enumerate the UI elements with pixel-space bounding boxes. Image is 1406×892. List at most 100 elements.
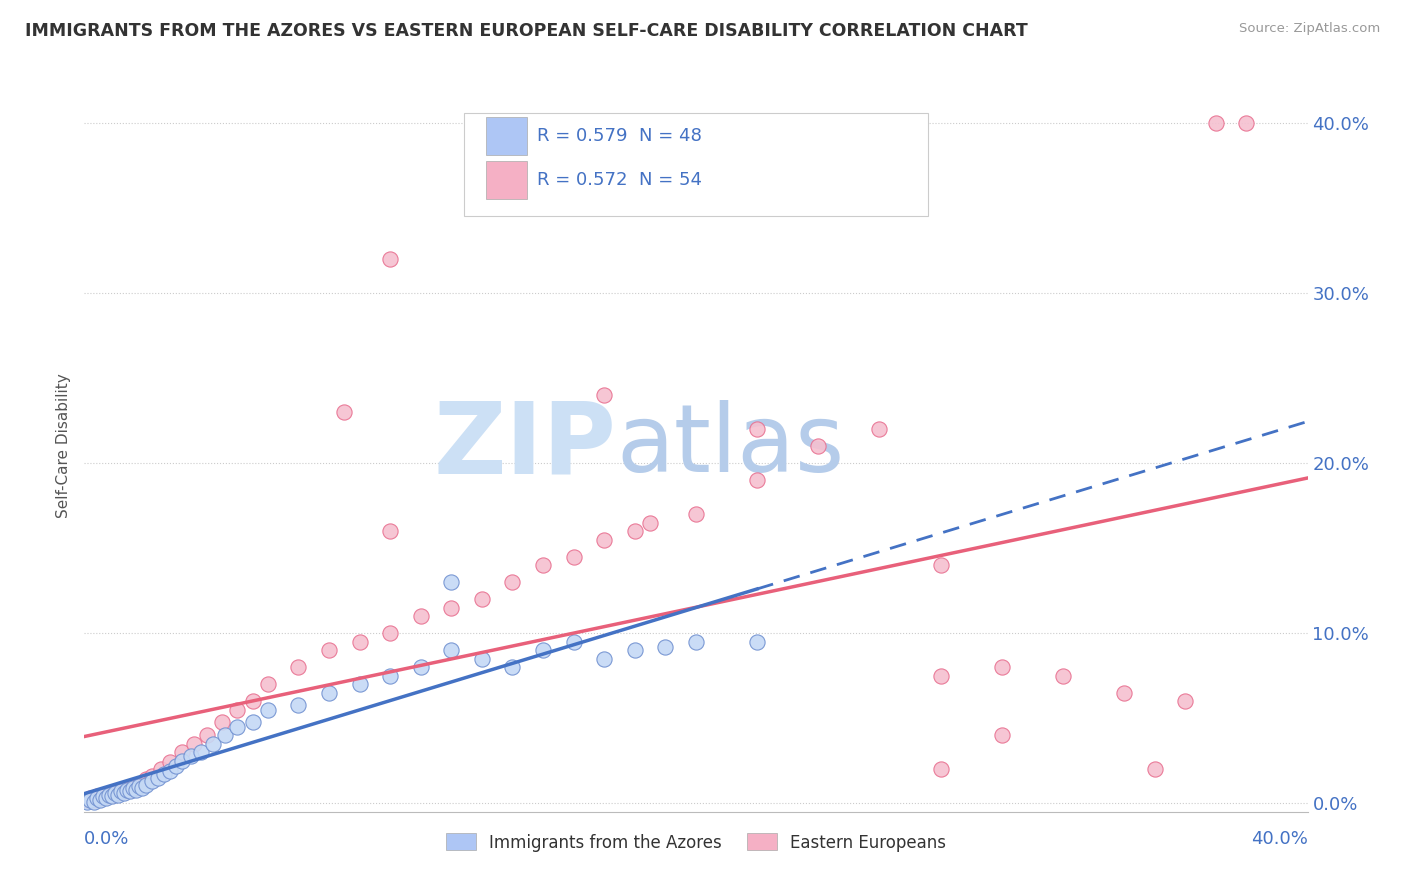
Point — [79, 791, 101, 805]
Point — [333, 405, 356, 419]
Point — [91, 788, 114, 802]
Point — [747, 634, 769, 648]
Point — [409, 609, 432, 624]
Point — [183, 737, 205, 751]
Point — [120, 784, 142, 798]
Point — [190, 745, 212, 759]
Point — [115, 780, 138, 795]
Text: ZIP: ZIP — [433, 398, 616, 494]
Point — [685, 634, 707, 648]
Point — [562, 549, 585, 564]
Point — [257, 703, 280, 717]
Point — [104, 786, 127, 800]
Point — [929, 762, 952, 776]
Point — [159, 756, 181, 770]
FancyBboxPatch shape — [485, 117, 527, 155]
Legend: Immigrants from the Azores, Eastern Europeans: Immigrants from the Azores, Eastern Euro… — [439, 827, 953, 858]
Text: IMMIGRANTS FROM THE AZORES VS EASTERN EUROPEAN SELF-CARE DISABILITY CORRELATION : IMMIGRANTS FROM THE AZORES VS EASTERN EU… — [25, 22, 1028, 40]
Point — [153, 767, 176, 781]
Point — [1052, 668, 1074, 682]
Point — [201, 737, 224, 751]
Point — [318, 643, 340, 657]
Point — [991, 660, 1014, 674]
Point — [502, 660, 524, 674]
Point — [1174, 694, 1197, 708]
Point — [685, 507, 707, 521]
Point — [242, 694, 264, 708]
Point — [380, 668, 402, 682]
FancyBboxPatch shape — [464, 113, 928, 216]
Point — [104, 784, 127, 798]
Text: atlas: atlas — [616, 400, 845, 492]
Point — [380, 524, 402, 538]
Point — [94, 789, 117, 804]
Point — [929, 558, 952, 572]
Point — [89, 791, 111, 805]
Text: R = 0.572  N = 54: R = 0.572 N = 54 — [537, 170, 702, 189]
Point — [638, 516, 661, 530]
Point — [349, 634, 371, 648]
Text: 0.0%: 0.0% — [84, 830, 129, 848]
Point — [593, 533, 616, 547]
Point — [125, 782, 148, 797]
Text: R = 0.579  N = 48: R = 0.579 N = 48 — [537, 127, 702, 145]
Point — [380, 626, 402, 640]
Point — [531, 643, 554, 657]
Point — [165, 759, 187, 773]
Point — [747, 473, 769, 487]
Point — [531, 558, 554, 572]
Point — [287, 660, 309, 674]
Point — [131, 780, 153, 795]
Point — [380, 252, 402, 266]
Point — [107, 788, 129, 802]
Point — [471, 592, 494, 607]
Point — [747, 422, 769, 436]
Point — [593, 388, 616, 402]
Text: 40.0%: 40.0% — [1251, 830, 1308, 848]
Point — [257, 677, 280, 691]
Point — [180, 748, 202, 763]
Point — [146, 771, 169, 785]
Point — [76, 793, 98, 807]
Point — [125, 780, 148, 795]
Point — [135, 777, 157, 791]
Point — [440, 575, 463, 590]
Point — [128, 779, 150, 793]
Point — [83, 795, 105, 809]
Point — [440, 643, 463, 657]
Point — [110, 784, 132, 798]
Point — [440, 600, 463, 615]
Point — [991, 728, 1014, 742]
Point — [654, 640, 676, 654]
Point — [112, 784, 135, 798]
Point — [562, 634, 585, 648]
Point — [149, 762, 172, 776]
FancyBboxPatch shape — [485, 161, 527, 199]
Point — [115, 782, 138, 797]
Point — [1205, 116, 1227, 130]
Point — [91, 789, 114, 804]
Point — [242, 714, 264, 729]
Point — [159, 764, 181, 778]
Point — [318, 686, 340, 700]
Point — [471, 651, 494, 665]
Point — [97, 786, 120, 800]
Point — [807, 439, 830, 453]
Point — [349, 677, 371, 691]
Y-axis label: Self-Care Disability: Self-Care Disability — [56, 374, 72, 518]
Point — [86, 791, 108, 805]
Point — [226, 703, 249, 717]
Point — [624, 643, 647, 657]
Point — [624, 524, 647, 538]
Point — [409, 660, 432, 674]
Text: Source: ZipAtlas.com: Source: ZipAtlas.com — [1240, 22, 1381, 36]
Point — [97, 788, 120, 802]
Point — [172, 754, 194, 768]
Point — [94, 791, 117, 805]
Point — [122, 780, 145, 795]
Point — [211, 714, 233, 729]
Point — [86, 789, 108, 804]
Point — [287, 698, 309, 712]
Point — [120, 782, 142, 797]
Point — [226, 720, 249, 734]
